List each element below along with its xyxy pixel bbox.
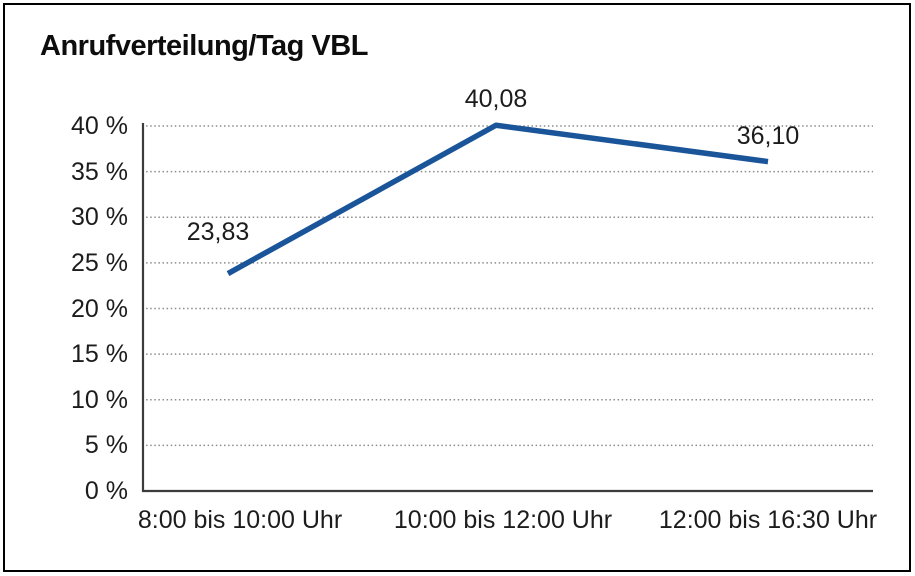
y-axis-tick-label: 0 % [84, 477, 128, 505]
data-line [226, 122, 769, 276]
y-axis-tick-label: 40 % [71, 112, 128, 140]
chart-title: Anrufverteilung/Tag VBL [40, 30, 368, 62]
data-point-label: 40,08 [464, 85, 528, 114]
y-axis-tick-label: 25 % [71, 248, 128, 277]
y-axis-tick-label: 15 % [71, 340, 128, 369]
y-axis-tick-label: 5 % [84, 431, 128, 460]
data-point-label: 23,83 [186, 217, 250, 246]
y-axis-tick-label: 10 % [71, 385, 128, 414]
x-axis-category-label: 10:00 bis 12:00 Uhr [393, 506, 613, 534]
x-axis-category-label: 12:00 bis 16:30 Uhr [658, 506, 878, 534]
data-point-label: 36,10 [736, 121, 800, 150]
y-axis-tick-label: 30 % [71, 203, 128, 232]
y-axis-tick-label: 20 % [71, 294, 128, 323]
y-axis-tick-label: 35 % [71, 157, 128, 186]
x-axis-category-label: 8:00 bis 10:00 Uhr [137, 506, 343, 534]
chart-frame: Anrufverteilung/Tag VBL [3, 3, 911, 572]
